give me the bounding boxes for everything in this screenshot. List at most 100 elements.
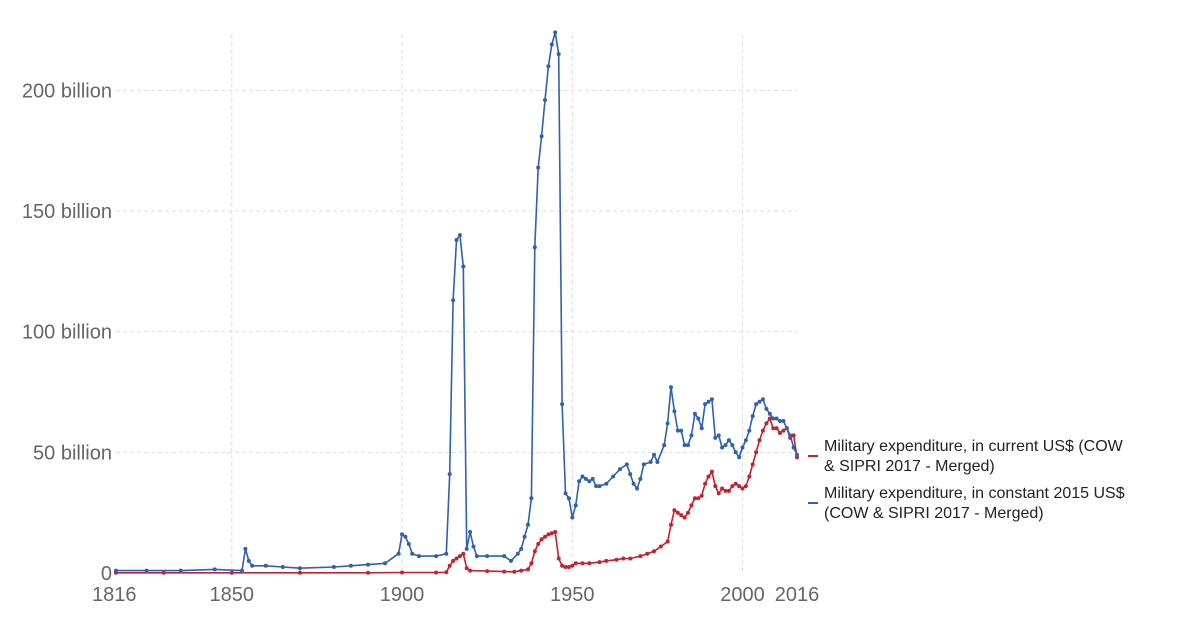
data-point-series-2 [696,416,701,421]
data-point-series-2 [662,443,667,448]
data-point-series-1 [536,542,541,546]
data-point-series-2 [682,443,687,448]
data-point-series-1 [730,484,735,489]
data-point-series-2 [706,399,711,404]
data-point-series-1 [529,561,534,566]
data-point-series-2 [454,238,459,242]
data-point-series-1 [760,428,765,433]
data-point-series-2 [590,476,595,481]
data-point-series-2 [539,134,544,139]
data-point-series-2 [764,406,769,411]
data-point-series-2 [522,534,527,539]
data-point-series-2 [757,399,762,404]
data-point-series-1 [723,488,728,493]
data-point-series-1 [464,566,469,571]
data-point-series-2 [747,428,752,433]
data-point-series-2 [403,534,408,539]
data-point-series-2 [686,443,690,448]
data-point-series-2 [366,562,370,567]
data-point-series-2 [679,428,684,433]
data-point-series-1 [689,503,694,508]
data-point-series-2 [583,476,588,481]
data-point-series-2 [549,42,554,47]
data-point-series-2 [543,98,547,102]
data-point-series-1 [512,569,517,574]
data-point-series-2 [240,568,244,573]
data-point-series-2 [468,530,473,534]
data-point-series-2 [720,445,725,450]
data-point-series-2 [617,467,622,472]
data-point-series-1 [740,486,745,491]
data-point-series-2 [502,554,507,559]
data-point-series-2 [655,460,660,464]
data-point-series-1 [750,462,755,467]
data-point-series-2 [560,402,565,407]
data-point-series-2 [743,438,748,443]
data-point-series-1 [570,563,575,568]
data-point-series-1 [454,556,459,561]
data-point-series-1 [686,510,690,515]
data-point-series-1 [699,493,704,498]
data-point-series-1 [669,522,673,527]
data-point-series-2 [675,428,680,433]
data-point-series-2 [754,402,759,407]
data-point-series-2 [509,558,513,563]
series-layer [114,30,799,575]
y-tick-label: 50 billion [33,442,112,464]
data-point-series-2 [474,554,479,559]
data-point-series-1 [502,569,507,574]
data-point-series-1 [679,513,684,518]
data-point-series-2 [611,474,616,479]
data-point-series-1 [774,426,779,431]
data-point-series-1 [539,537,544,542]
data-point-series-1 [587,561,592,566]
data-point-series-2 [532,245,537,250]
data-point-series-1 [447,563,452,568]
x-tick-label: 1950 [550,584,595,606]
data-point-series-1 [297,570,302,575]
data-point-series-2 [774,416,779,421]
data-point-series-2 [410,551,415,556]
legend-label-1: Military expenditure, in current US$ (CO… [824,438,1124,455]
data-point-series-1 [604,558,609,563]
grid-layer [116,35,797,573]
data-point-series-2 [178,568,183,573]
x-tick-label: 1850 [210,584,255,606]
data-point-series-1 [161,570,166,575]
data-point-series-1 [645,551,650,556]
data-point-series-2 [737,455,742,460]
data-point-series-1 [400,570,404,575]
data-point-series-2 [713,435,718,440]
data-point-series-2 [750,414,755,419]
data-point-series-1 [743,484,748,489]
data-point-series-1 [560,563,565,568]
data-point-series-1 [628,556,633,561]
data-point-series-2 [716,433,721,438]
data-point-series-1 [696,496,701,501]
data-point-series-1 [556,556,561,561]
x-tick-label: 2000 [720,584,765,606]
data-point-series-1 [468,568,473,573]
data-point-series-1 [434,570,439,575]
data-point-series-1 [675,510,680,515]
data-point-series-2 [580,474,585,479]
data-point-series-2 [604,481,609,486]
data-point-series-1 [444,570,449,575]
data-point-series-2 [144,568,149,573]
data-point-series-1 [597,560,602,565]
y-tick-label: 100 billion [22,322,112,344]
data-point-series-2 [529,496,534,501]
data-point-series-2 [297,566,302,571]
data-point-series-2 [546,64,551,69]
data-point-series-2 [536,165,541,170]
data-point-series-2 [570,515,575,520]
data-point-series-2 [243,546,248,551]
data-point-series-2 [114,568,118,573]
legend-label-2: (COW & SIPRI 2017 - Merged) [824,505,1044,522]
data-point-series-1 [658,544,663,549]
data-point-series-2 [628,472,633,477]
data-point-series-2 [788,433,793,438]
data-point-series-2 [383,561,387,566]
data-point-series-2 [669,385,673,390]
